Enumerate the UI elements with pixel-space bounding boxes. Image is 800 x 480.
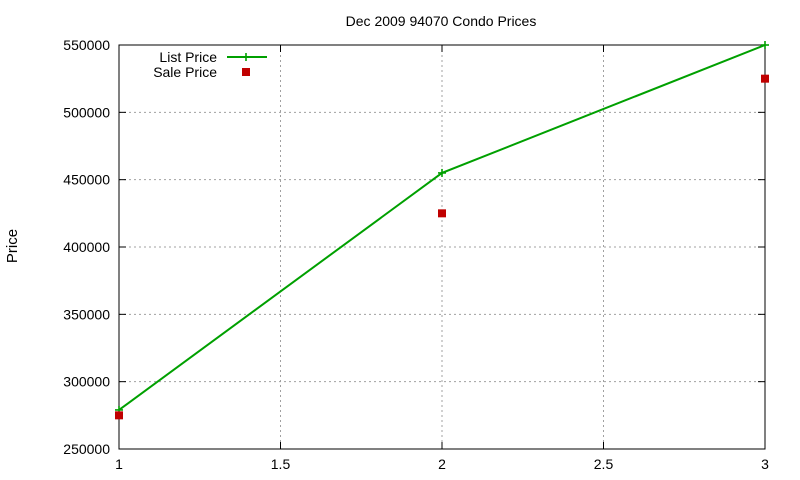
x-axis-tick-labels: 1 1.5 2 2.5 3 <box>115 456 769 472</box>
sale-price-series <box>115 74 769 420</box>
x-tick-label: 1 <box>115 456 123 472</box>
y-tick-label: 400000 <box>63 239 110 255</box>
grid <box>119 45 765 449</box>
list-price-point <box>761 41 769 49</box>
sale-price-point <box>115 411 123 420</box>
x-tick-label: 2 <box>438 456 446 472</box>
y-axis-label: Price <box>4 229 21 263</box>
sale-price-point <box>761 74 769 83</box>
x-tick-label: 2.5 <box>594 456 614 472</box>
legend-label-list-price: List Price <box>159 49 217 65</box>
x-tick-label: 1.5 <box>271 456 291 472</box>
series <box>115 41 769 420</box>
legend-marker-sale-price <box>242 68 250 76</box>
list-price-point <box>438 168 446 177</box>
y-tick-label: 450000 <box>63 172 110 188</box>
sale-price-point <box>438 209 446 218</box>
y-tick-label: 300000 <box>63 374 110 390</box>
y-tick-label: 500000 <box>63 104 110 120</box>
y-axis-tick-labels: 250000 300000 350000 400000 450000 500000 5500… <box>63 37 110 457</box>
y-tick-label: 250000 <box>63 441 110 457</box>
chart-title: Dec 2009 94070 Condo Prices <box>346 13 537 29</box>
legend-marker-list-price <box>242 53 250 61</box>
legend-label-sale-price: Sale Price <box>153 64 217 80</box>
x-tick-label: 3 <box>761 456 769 472</box>
y-tick-label: 550000 <box>63 37 110 53</box>
y-tick-label: 350000 <box>63 306 110 322</box>
